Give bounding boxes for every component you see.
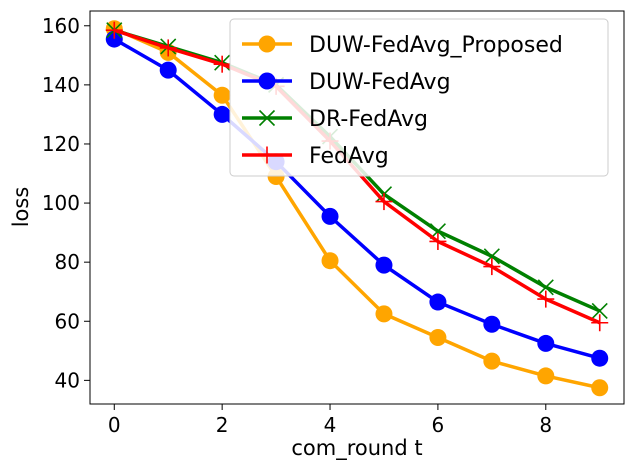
x-tick-label: 2	[216, 413, 229, 437]
legend-entry-0: DUW-FedAvg_Proposed	[242, 33, 563, 58]
data-point-1-1	[159, 61, 177, 79]
legend-marker	[258, 109, 276, 127]
series-line-1	[113, 37, 601, 360]
series-0	[105, 20, 609, 397]
data-point-0-6	[429, 329, 447, 347]
data-point-3-9	[591, 314, 609, 332]
data-point-3-0	[105, 21, 123, 39]
legend-label: DUW-FedAvg	[309, 70, 451, 95]
data-point-2-7	[483, 248, 500, 265]
x-axis-ticks: 0 2 4 6 8	[108, 404, 552, 437]
data-point-2-8	[537, 279, 554, 296]
data-point-3-8	[537, 290, 555, 308]
data-point-1-4	[321, 207, 339, 225]
data-point-0-8	[537, 367, 555, 385]
data-point-3-7	[483, 258, 501, 276]
data-point-0-5	[375, 305, 393, 323]
y-tick-label: 60	[55, 309, 80, 333]
data-point-0-4	[321, 252, 339, 270]
y-tick-label: 140	[42, 73, 80, 97]
data-point-0-2	[213, 86, 231, 104]
data-point-1-5	[375, 256, 393, 274]
y-axis-ticks: 40 60 80 100 120 140 160	[42, 14, 90, 392]
data-point-1-6	[429, 293, 447, 311]
y-axis-label: loss	[9, 187, 33, 228]
legend-entry-1: DUW-FedAvg	[242, 70, 451, 95]
plot-frame	[89, 10, 625, 405]
legend: DUW-FedAvg_Proposed DUW-FedAvg DR-FedAvg Fe…	[229, 18, 609, 177]
data-point-0-7	[483, 352, 501, 370]
data-point-1-2	[213, 105, 231, 123]
data-point-3-1	[159, 39, 177, 57]
x-tick-label: 4	[324, 413, 337, 437]
y-tick-label: 40	[55, 368, 80, 392]
x-tick-label: 0	[108, 413, 121, 437]
data-point-1-9	[591, 349, 609, 367]
y-tick-label: 100	[42, 191, 80, 215]
legend-box	[229, 18, 609, 177]
series-line-0	[113, 27, 601, 390]
data-point-3-2	[213, 55, 231, 73]
data-point-1-7	[483, 315, 501, 333]
legend-marker	[258, 35, 276, 53]
legend-marker	[258, 146, 276, 164]
data-point-3-6	[429, 232, 447, 250]
legend-label: DUW-FedAvg_Proposed	[309, 33, 563, 58]
y-tick-label: 120	[42, 132, 80, 156]
legend-entry-2: DR-FedAvg	[242, 107, 428, 132]
legend-entry-3: FedAvg	[242, 144, 389, 169]
legend-marker	[258, 72, 276, 90]
x-tick-label: 8	[539, 413, 552, 437]
data-point-0-9	[591, 379, 609, 397]
x-axis-label: com_round t	[291, 436, 422, 461]
legend-label: DR-FedAvg	[309, 107, 428, 132]
data-point-1-8	[537, 334, 555, 352]
legend-label: FedAvg	[309, 144, 389, 169]
x-tick-label: 6	[432, 413, 445, 437]
data-point-3-5	[375, 193, 393, 211]
data-point-2-9	[591, 302, 608, 319]
y-tick-label: 160	[42, 14, 80, 38]
y-tick-label: 80	[55, 250, 80, 274]
